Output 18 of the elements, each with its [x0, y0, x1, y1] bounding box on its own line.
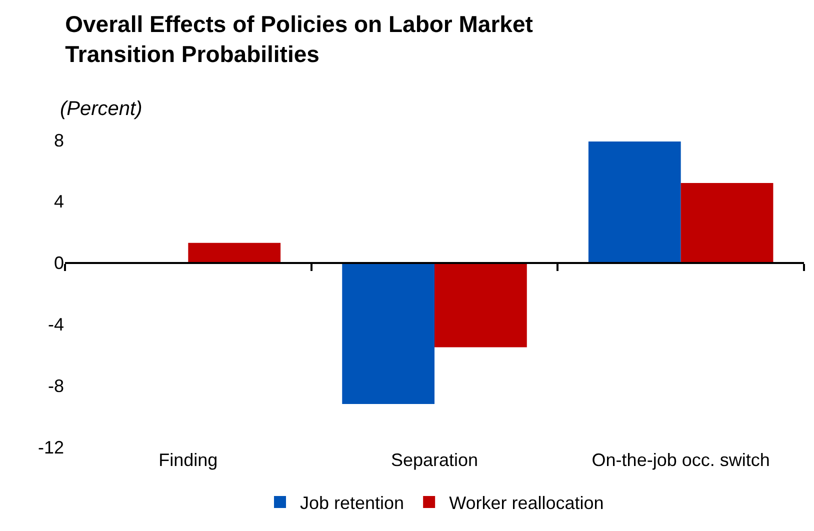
- bar: [680, 182, 774, 263]
- y-tick-label: 4: [54, 192, 64, 212]
- legend-label: Worker reallocation: [449, 493, 604, 514]
- y-tick-label: 0: [54, 253, 64, 274]
- y-tick-label: -8: [48, 376, 64, 396]
- x-tick-label: On-the-job occ. switch: [592, 450, 770, 470]
- y-tick-label: 8: [54, 130, 64, 150]
- y-tick-label: -12: [38, 437, 64, 458]
- bar: [342, 262, 434, 404]
- bar: [434, 262, 527, 348]
- x-tick-label: Finding: [158, 450, 218, 470]
- chart-subtitle: (Percent): [60, 98, 142, 120]
- bar: [188, 242, 281, 263]
- chart-title: Overall Effects of Policies on Labor Market Transition Probabilities: [65, 10, 534, 67]
- x-tick-label: Separation: [390, 450, 478, 470]
- legend-label: Job retention: [300, 493, 404, 514]
- bar: [588, 142, 681, 263]
- y-tick-label: -4: [48, 314, 64, 334]
